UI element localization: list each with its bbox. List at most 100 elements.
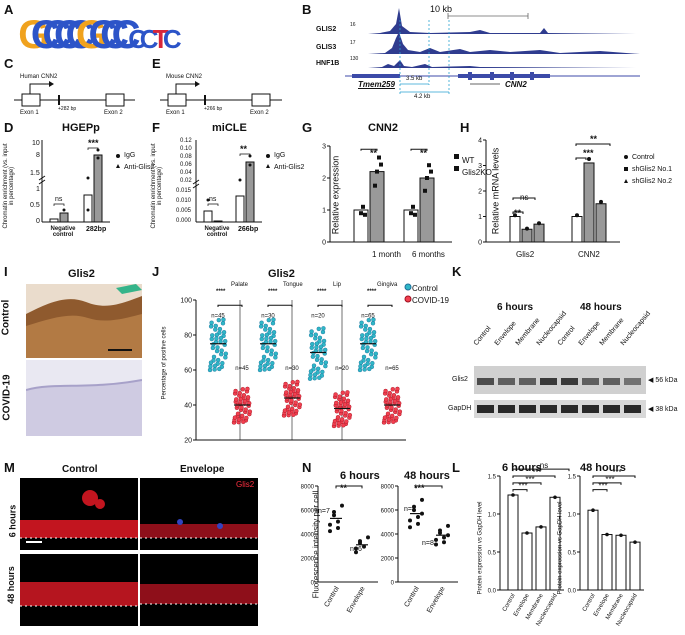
j-point-covid: [285, 404, 291, 409]
l6-point: [511, 493, 515, 497]
motif-letter: C: [128, 24, 147, 54]
h-bar: [509, 216, 521, 243]
n6-tick-label: 4000: [301, 533, 315, 539]
j-point-covid: [291, 412, 296, 417]
j-point-control: [213, 323, 218, 329]
l6-bar: [521, 532, 533, 591]
l48-cat: Control: [582, 593, 597, 613]
j-point-control: [308, 372, 313, 378]
n48-point: [412, 508, 416, 513]
j-point-control: [314, 345, 319, 350]
mouse-schematic-title: Mouse CNN2: [166, 74, 203, 80]
wb-row-glis2: Glis2: [452, 376, 468, 383]
h-point: [587, 156, 591, 161]
j-point-control: [260, 333, 265, 338]
mouse-exon2-label: Exon 2: [250, 110, 269, 116]
h-bar: [533, 223, 545, 243]
h-legend-control-marker: [624, 155, 628, 159]
panel-label-l: L: [452, 460, 460, 475]
motif-letter: C: [42, 13, 71, 57]
fluor-6h-envelope: [140, 478, 258, 550]
j-point-control: [308, 369, 314, 374]
chip-d-tick-15: 1.5: [30, 170, 40, 177]
l6-tick-label: 1.5: [488, 475, 497, 481]
j-point-control: [367, 366, 372, 372]
l6-bar: [507, 494, 519, 591]
j-point-control: [208, 324, 214, 329]
chip-f-bar-neg-igg: [203, 210, 213, 223]
legend-igg-marker: [116, 154, 120, 158]
g-point-wt: [361, 204, 365, 209]
wb-gapdh-band: [519, 405, 536, 413]
j-point-covid: [284, 390, 289, 395]
j-point-control: [221, 330, 227, 335]
j-point-control: [316, 326, 321, 332]
j-tick-label: 40: [184, 403, 192, 410]
wb-gapdh-band: [603, 405, 620, 413]
track-hnf1b-signal: [368, 60, 640, 68]
panel-label-c: C: [4, 56, 14, 71]
j-point-control: [368, 335, 374, 341]
panel-label-n: N: [302, 460, 312, 475]
panel-label-e: E: [152, 56, 161, 71]
h-sig-4: **: [590, 134, 598, 144]
l6-ylabel: Protein expression vs GapDH level: [477, 501, 484, 595]
legend-igg-marker: [266, 154, 270, 158]
h-bar: [595, 203, 607, 243]
n48-point: [442, 540, 446, 545]
l6-tick-label: 1.0: [488, 513, 497, 519]
mouse-gene-schematic: [160, 81, 282, 107]
chip-d-cat-neg: Negative control: [50, 226, 76, 238]
j-point-control: [312, 372, 318, 377]
j-point-control: [214, 336, 219, 341]
l48-ylabel: Protein expression vs GapDH level: [557, 501, 564, 595]
n48-point: [408, 525, 412, 530]
j-point-control: [223, 351, 229, 356]
j-point-covid: [247, 409, 253, 414]
n6-cat: Envelope: [346, 585, 367, 614]
chip-d-title: HGEPp: [62, 122, 100, 134]
h-legend-sh2: shGlis2 No.2: [632, 178, 673, 185]
chip-d-legend-igg: IgG: [124, 152, 136, 159]
chip-d-sig-282: ***: [88, 138, 99, 148]
chip-d-bar-neg-igg: [49, 218, 59, 223]
l6-tick-label: 0.5: [488, 551, 497, 557]
h-tick-label: 2: [478, 189, 482, 196]
chip-f-bar-266-igg: [235, 195, 245, 223]
panel-label-b: B: [302, 2, 312, 17]
j-sig-lip: ****: [317, 289, 327, 295]
panel-label-f: F: [152, 120, 160, 135]
n6-tick-label: 8000: [301, 485, 315, 491]
chip-d-tick-1: 1: [36, 186, 40, 193]
g-legend-ko: Glis2KO: [462, 168, 492, 177]
wb-time-48h: 48 hours: [580, 302, 622, 313]
j-ylabel: Percentage of positive cells: [161, 326, 168, 400]
j-point-covid: [233, 388, 238, 394]
j-point-covid: [286, 410, 292, 415]
j-point-control: [273, 351, 279, 356]
n48-n-envelope: n=8: [422, 540, 434, 547]
n48-tick-label: 8000: [381, 485, 395, 491]
n48-bracket: [415, 485, 443, 489]
j-point-covid: [282, 408, 288, 413]
l48-bracket: [592, 475, 636, 478]
j-point-control: [362, 363, 368, 368]
g-tick-label: 3: [322, 144, 326, 151]
j-legend-control: Control: [412, 284, 438, 293]
chip-d-point: [86, 176, 90, 180]
j-point-control: [358, 360, 364, 365]
j-point-covid: [384, 397, 389, 402]
j-point-covid: [242, 398, 248, 404]
n-ylabel: Fluorescence intensity per cell: [311, 490, 321, 599]
j-point-control: [367, 326, 373, 332]
j-bracket: [367, 304, 393, 307]
j-point-control: [218, 352, 224, 357]
l48-sig: ***: [605, 475, 614, 484]
j-point-control: [368, 339, 373, 344]
n48-tick-label: 6000: [381, 509, 395, 515]
n6-point: [354, 550, 358, 555]
j-point-control: [262, 367, 267, 372]
j-sig-gingiva: ****: [367, 289, 377, 295]
